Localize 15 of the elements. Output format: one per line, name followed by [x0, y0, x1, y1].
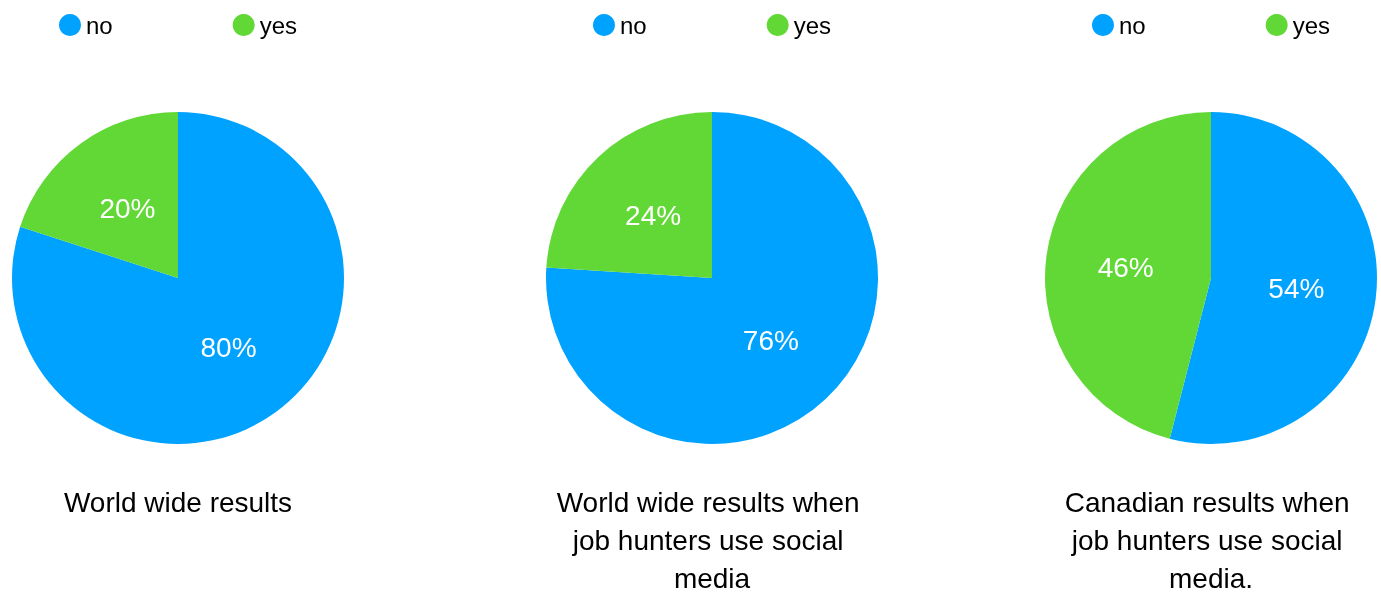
text: World wide results — [63, 486, 293, 518]
legend-label: yes — [1292, 11, 1331, 39]
text: World wide results when job hunters use social media — [556, 486, 868, 594]
legend-label: no — [1118, 11, 1146, 39]
data-label: 24% — [625, 199, 682, 231]
data-label: 20% — [99, 192, 156, 224]
data-label: 76% — [742, 325, 799, 357]
data-label: 54% — [1268, 273, 1325, 305]
legend-label: no — [85, 11, 113, 39]
legend-label: no — [619, 11, 647, 39]
legend-label: yes — [259, 11, 298, 39]
data-label: 80% — [200, 332, 257, 364]
text: Canadian results when job hunters use social media. — [1064, 486, 1358, 594]
legend-label: yes — [793, 11, 832, 39]
data-label: 46% — [1097, 251, 1154, 283]
